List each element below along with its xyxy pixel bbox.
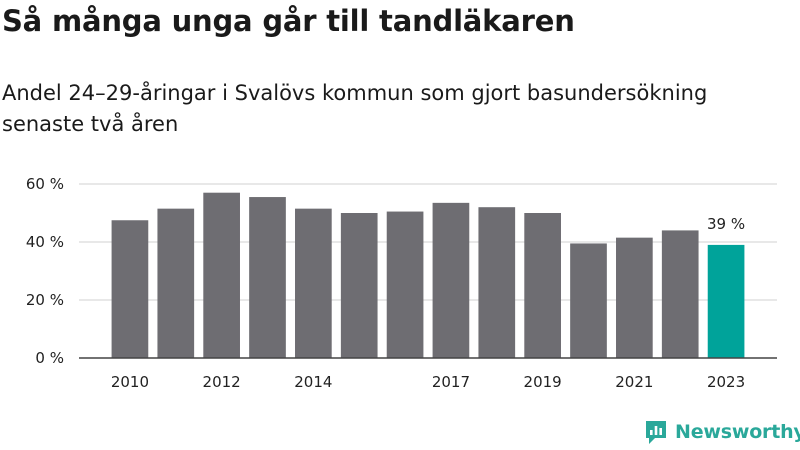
x-tick-label: 2014 [294, 373, 332, 391]
y-tick-label: 60 % [26, 175, 64, 193]
y-tick-label: 0 % [35, 349, 64, 367]
x-tick-label: 2019 [524, 373, 562, 391]
y-tick-label: 20 % [26, 291, 64, 309]
y-axis-labels: 0 % 20 % 40 % 60 % [26, 175, 64, 367]
bar [478, 207, 516, 358]
bar [661, 230, 699, 358]
bar [340, 213, 378, 358]
chart-title: Så många unga går till tandläkaren [2, 4, 575, 38]
x-axis-labels: 2010 2012 2014 2017 2019 2021 2023 [111, 373, 745, 391]
bar [249, 197, 286, 358]
newsworthy-logo: Newsworthy [644, 419, 800, 445]
grid-lines [79, 183, 777, 301]
bar [111, 220, 149, 358]
bar [386, 211, 424, 358]
x-tick-label: 2012 [203, 373, 241, 391]
bar [616, 237, 653, 358]
bar [524, 213, 561, 358]
y-tick-label: 40 % [26, 233, 64, 251]
x-tick-label: 2010 [111, 373, 149, 391]
bar [570, 243, 607, 358]
bar [295, 208, 332, 358]
x-tick-label: 2021 [615, 373, 653, 391]
x-tick-label: 2017 [432, 373, 470, 391]
chart-subtitle: Andel 24–29-åringar i Svalövs kommun som… [2, 81, 708, 136]
data-label: 39 % [707, 215, 745, 233]
x-tick-label: 2023 [707, 373, 745, 391]
bar [157, 208, 195, 358]
bar [203, 192, 240, 358]
newsworthy-logo-icon [646, 421, 666, 444]
brand-name: Newsworthy [675, 421, 800, 443]
bar [707, 244, 745, 358]
bars [111, 192, 745, 358]
bar [432, 202, 470, 358]
data-labels: 39 % [707, 215, 745, 233]
